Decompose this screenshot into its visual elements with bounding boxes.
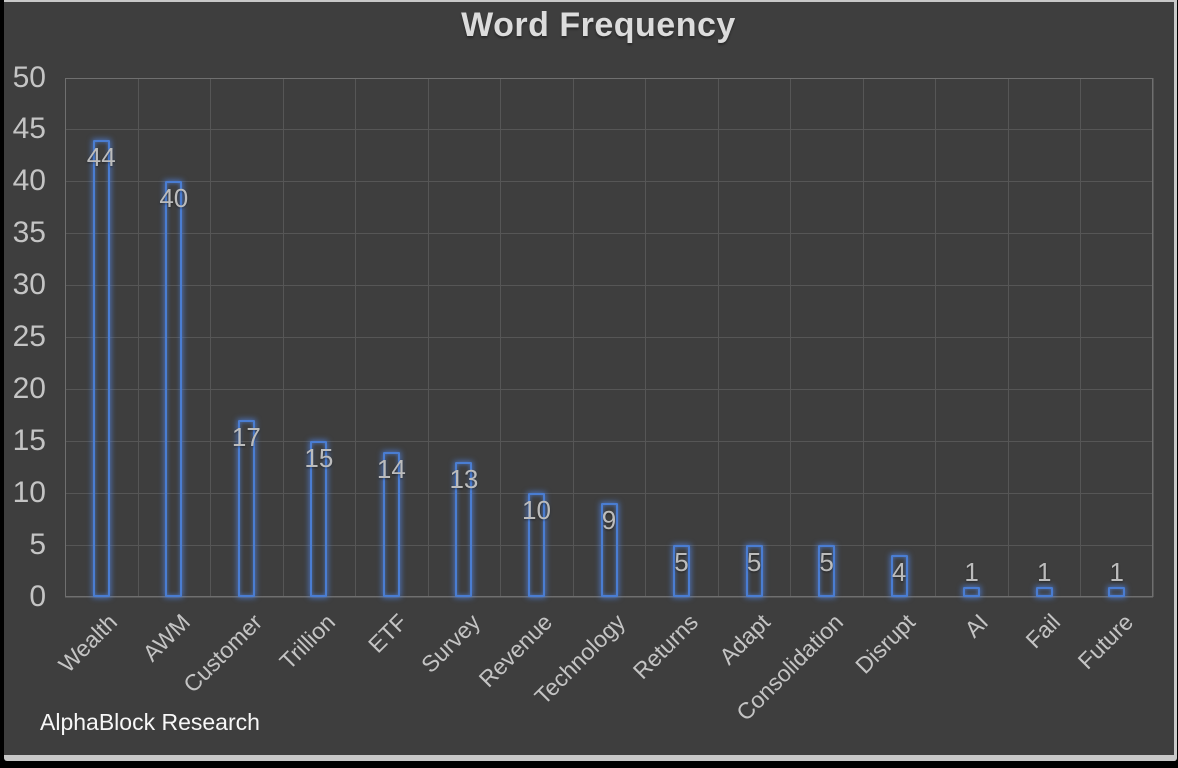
bar-value-label: 14 (376, 453, 406, 484)
v-gridline (1153, 77, 1154, 597)
v-gridline (862, 77, 864, 597)
h-gridline (65, 493, 1153, 495)
v-gridline (935, 77, 937, 597)
bar-value-label: 1 (964, 556, 979, 587)
v-gridline (500, 77, 502, 597)
bar-value-label: 40 (159, 183, 189, 214)
chart-title: Word Frequency (461, 6, 736, 44)
h-gridline (65, 285, 1153, 287)
bar-value-label: 1 (1036, 556, 1052, 587)
bar-value-label: 1 (1109, 556, 1124, 587)
y-tick-label: 35 (12, 216, 46, 250)
y-tick-label: 45 (12, 112, 46, 146)
bar-value-label: 5 (746, 547, 762, 578)
v-gridline (210, 77, 212, 597)
v-gridline (645, 77, 647, 597)
bar-value-label: 15 (304, 443, 334, 474)
bar-value-label: 17 (231, 422, 261, 453)
y-tick-label: 5 (29, 528, 46, 562)
chart-window (4, 0, 1177, 761)
bar-etf (382, 451, 400, 597)
bar-fail (1035, 586, 1053, 597)
y-tick-label: 50 (12, 60, 46, 94)
h-gridline (65, 181, 1153, 183)
h-gridline (65, 545, 1153, 547)
v-gridline (1080, 77, 1082, 597)
bar-disrupt (890, 555, 908, 597)
bar-value-label: 44 (86, 141, 116, 172)
bar-adapt (745, 545, 763, 597)
bar-value-label: 5 (819, 547, 834, 578)
y-tick-label: 25 (12, 320, 46, 354)
y-tick-label: 15 (12, 424, 46, 458)
v-gridline (137, 77, 139, 597)
v-gridline (427, 77, 429, 597)
y-tick-label: 40 (12, 164, 46, 198)
h-gridline (65, 129, 1153, 131)
bar-awm (165, 181, 183, 597)
y-tick-label: 20 (12, 372, 46, 406)
bar-survey (455, 461, 473, 597)
bar-ai (963, 586, 981, 597)
bar-value-label: 9 (601, 505, 617, 536)
bar-value-label: 13 (449, 463, 479, 494)
bar-future (1108, 586, 1126, 597)
v-gridline (282, 77, 284, 597)
h-gridline (65, 441, 1153, 443)
bar-consolidation (818, 545, 836, 597)
bar-wealth (92, 139, 110, 597)
h-gridline (65, 233, 1153, 235)
y-tick-label: 30 (12, 268, 46, 302)
h-gridline (65, 389, 1153, 391)
bar-returns (673, 545, 691, 597)
h-gridline (65, 337, 1153, 339)
v-gridline (572, 77, 574, 597)
bar-customer (237, 420, 255, 597)
bar-technology (600, 503, 618, 597)
v-gridline (1007, 77, 1009, 597)
y-tick-label: 0 (29, 580, 46, 613)
h-gridline (65, 597, 1153, 598)
v-gridline (355, 77, 357, 597)
bar-value-label: 10 (521, 495, 551, 526)
bar-trillion (310, 441, 328, 597)
y-tick-label: 10 (12, 476, 46, 510)
bar-revenue (527, 493, 545, 597)
watermark-text: AlphaBlock Research (40, 709, 260, 735)
bar-value-label: 4 (891, 557, 907, 588)
bar-value-label: 5 (674, 547, 689, 578)
v-gridline (717, 77, 719, 597)
v-gridline (790, 77, 792, 597)
